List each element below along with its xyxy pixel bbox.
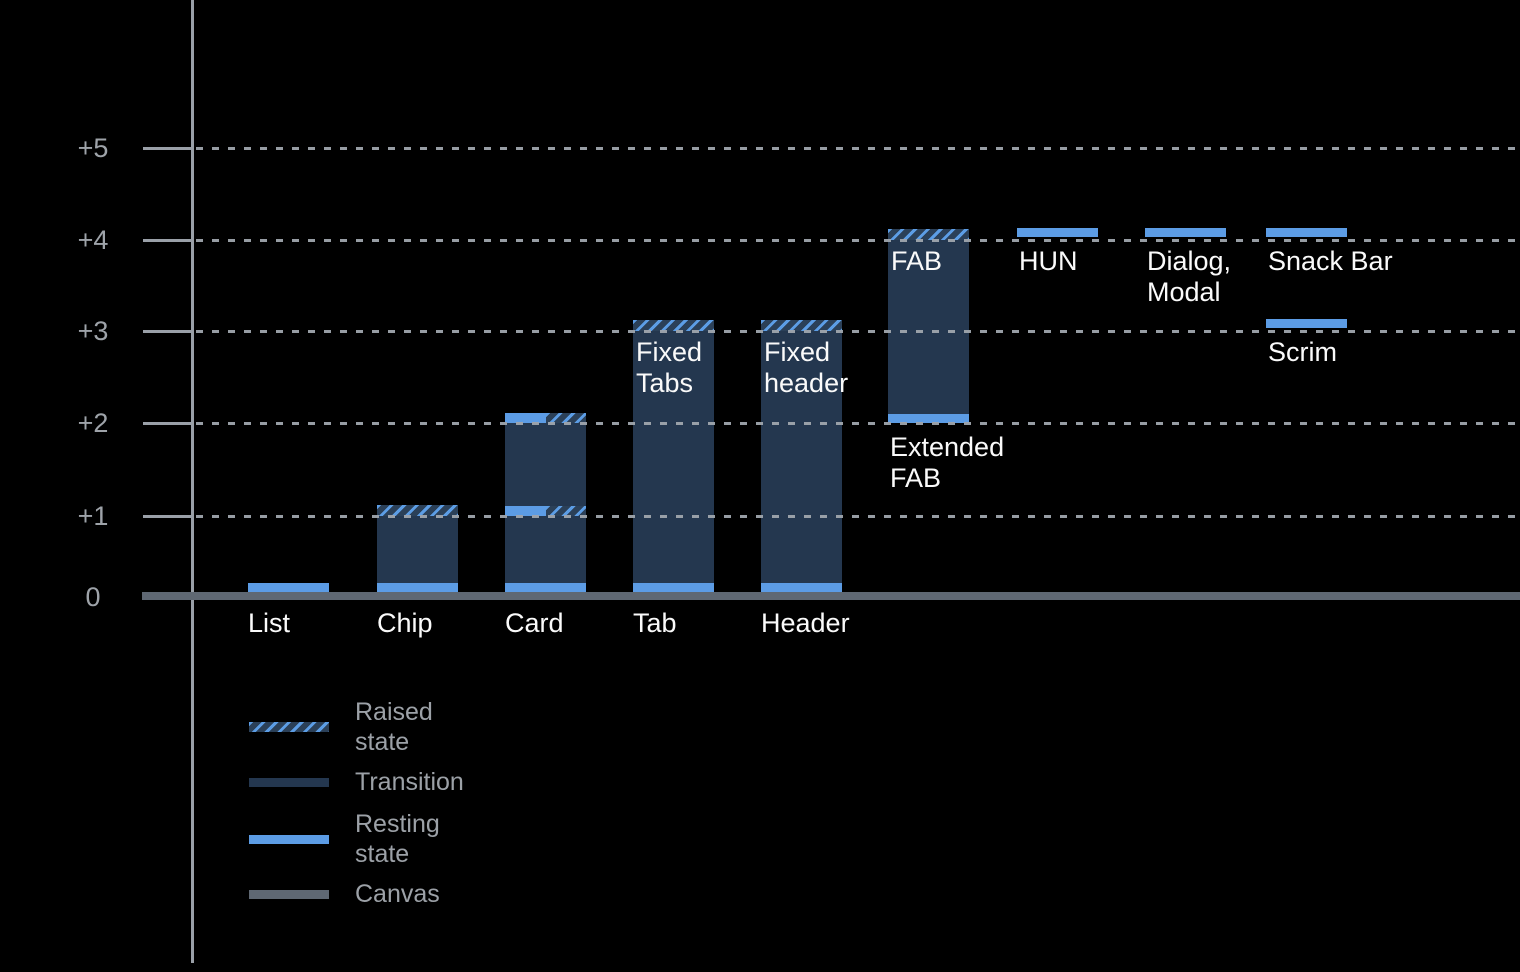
fab-band-raised-4 — [888, 229, 969, 240]
tab-inner-label: Fixed Tabs — [636, 337, 703, 398]
card-axis-label: Card — [505, 608, 564, 638]
header-transition-body — [761, 331, 842, 592]
y-tick-plus-3 — [143, 330, 192, 333]
legend-label-raised-state: Raised state — [355, 698, 433, 756]
fab-band-resting-2 — [888, 414, 969, 423]
legend-swatch-canvas-icon — [249, 889, 329, 899]
chip-axis-label: Chip — [377, 608, 433, 638]
y-tick-plus-4 — [143, 239, 192, 242]
y-axis-line — [191, 0, 194, 963]
legend-swatch-resting-state-icon — [249, 834, 329, 844]
snack-bar-band-resting-4 — [1266, 228, 1347, 237]
card-raised-half-1 — [545, 506, 586, 516]
scrim-below-label: Scrim — [1268, 337, 1337, 367]
header-axis-label: Header — [761, 608, 850, 638]
tab-axis-label: Tab — [633, 608, 677, 638]
legend-swatch-transition-icon — [249, 777, 329, 787]
list-band-resting-0 — [248, 583, 329, 592]
header-band-raised-3 — [761, 320, 842, 331]
y-tick-plus-2 — [143, 422, 192, 425]
legend-item-canvas: Canvas — [249, 879, 440, 909]
tab-band-resting-0 — [633, 583, 714, 592]
y-tick-plus-1 — [143, 515, 192, 518]
y-axis-label-plus-5: +5 — [77, 133, 109, 163]
legend-label-resting-state: Resting state — [355, 810, 440, 868]
gridline-plus-4 — [196, 239, 1520, 242]
tab-transition-body — [633, 331, 714, 592]
header-band-resting-0 — [761, 583, 842, 592]
y-axis-label-plus-4: +4 — [77, 225, 109, 255]
card-band-resting-0 — [505, 583, 586, 592]
header-inner-label: Fixed header — [764, 337, 849, 398]
scrim-band-resting-3 — [1266, 319, 1347, 328]
chip-band-raised-1 — [377, 505, 458, 516]
legend-item-resting-state: Resting state — [249, 810, 440, 868]
chip-transition-body — [377, 516, 458, 592]
legend-label-canvas: Canvas — [355, 880, 440, 908]
card-resting-half-1 — [505, 506, 546, 516]
hun-band-resting-4 — [1017, 228, 1098, 237]
legend-item-raised-state: Raised state — [249, 698, 433, 756]
y-axis-label-zero: 0 — [85, 582, 101, 612]
legend-swatch-raised-state-icon — [249, 722, 329, 732]
gridline-plus-2 — [196, 422, 1520, 425]
list-axis-label: List — [248, 608, 291, 638]
canvas-baseline — [142, 592, 1520, 600]
legend-item-transition: Transition — [249, 767, 464, 797]
y-axis-label-plus-1: +1 — [77, 501, 109, 531]
dialog-modal-band-resting-4 — [1145, 228, 1226, 237]
legend-label-transition: Transition — [355, 768, 464, 796]
dialog-modal-below-label: Dialog, Modal — [1147, 246, 1232, 307]
y-tick-plus-5 — [143, 147, 192, 150]
card-resting-half-2 — [505, 413, 546, 423]
card-raised-half-2 — [545, 413, 586, 423]
hun-below-label: HUN — [1019, 246, 1078, 276]
fab-inner-label: FAB — [891, 246, 943, 276]
gridline-plus-1 — [196, 515, 1520, 518]
fab-below-label: Extended FAB — [890, 432, 1005, 493]
gridline-plus-5 — [196, 147, 1520, 150]
y-axis-label-plus-3: +3 — [77, 316, 109, 346]
tab-band-raised-3 — [633, 320, 714, 331]
snack-bar-below-label: Snack Bar — [1268, 246, 1393, 276]
card-band-split-1 — [505, 506, 586, 516]
gridline-plus-3 — [196, 330, 1520, 333]
card-band-split-2 — [505, 413, 586, 423]
chip-band-resting-0 — [377, 583, 458, 592]
y-axis-label-plus-2: +2 — [77, 408, 109, 438]
